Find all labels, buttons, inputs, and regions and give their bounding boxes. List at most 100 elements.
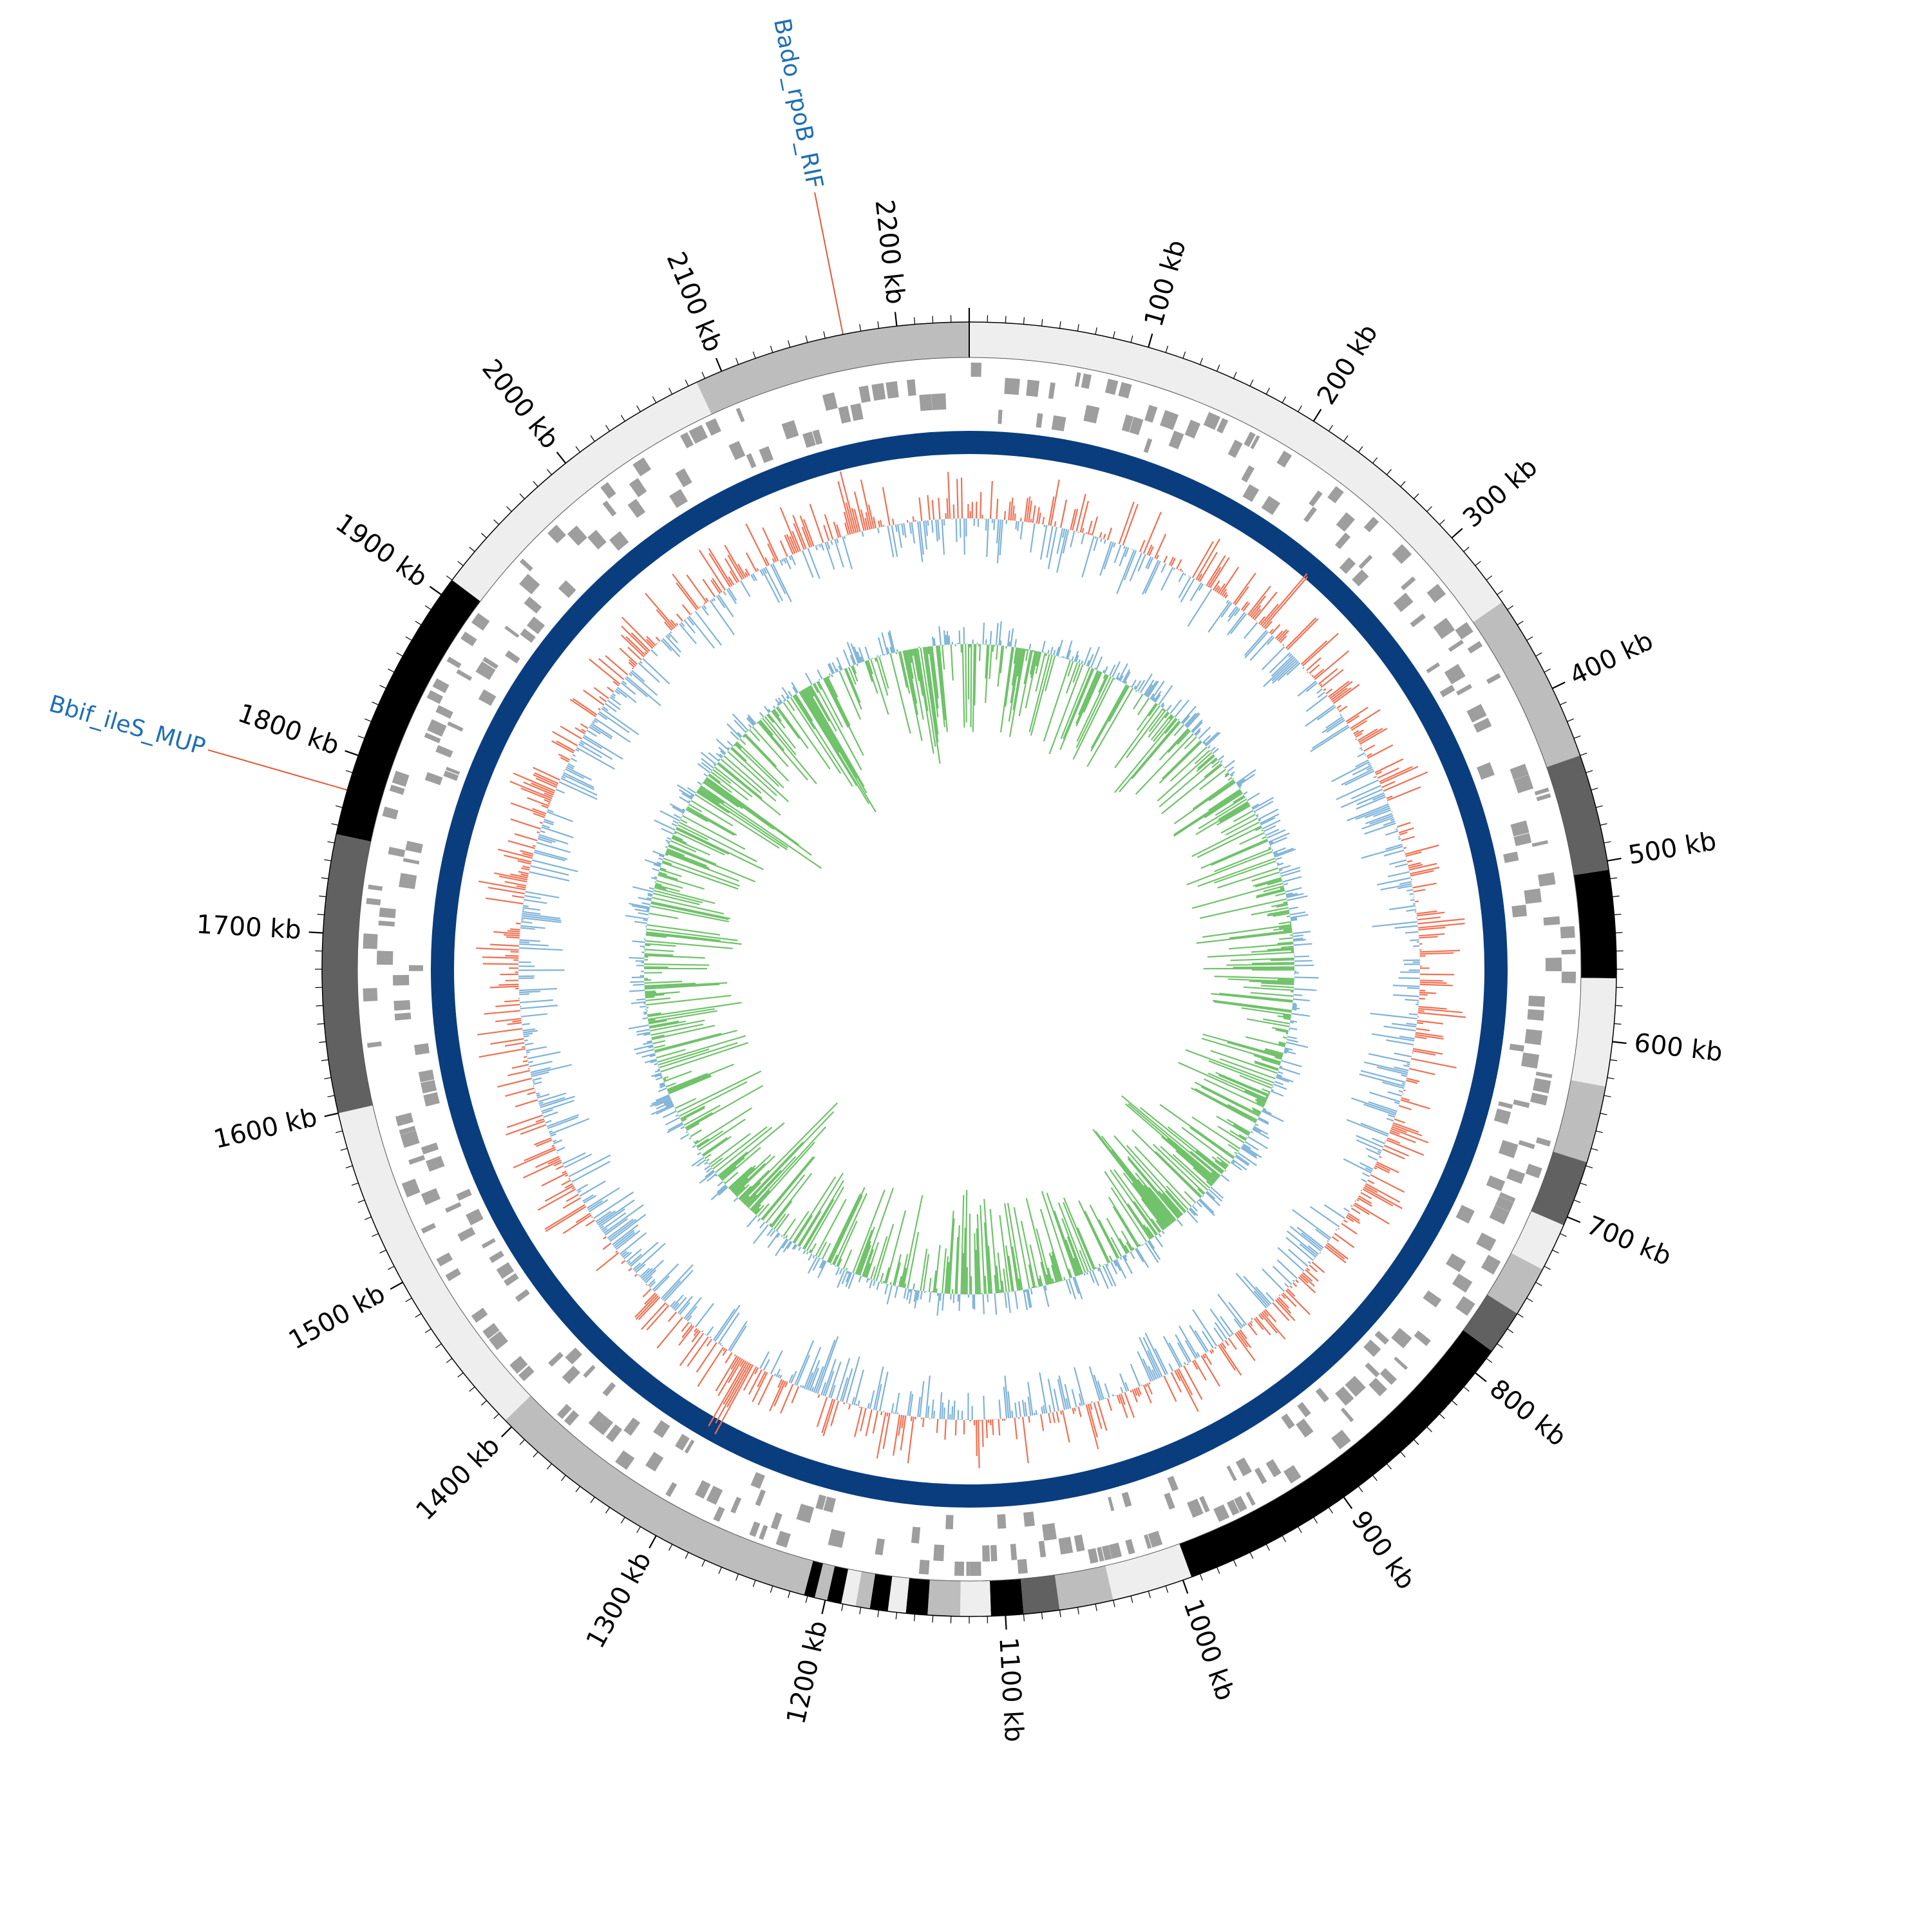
gene-feature: [408, 1155, 426, 1165]
minor-tick: [1165, 1586, 1169, 1593]
minor-tick: [1610, 1059, 1618, 1061]
gene-feature: [1477, 762, 1495, 780]
gene-feature: [394, 1012, 412, 1021]
minor-tick: [561, 1475, 566, 1481]
minor-tick: [685, 379, 689, 386]
minor-tick: [1517, 620, 1524, 625]
gene-feature: [456, 1188, 472, 1201]
minor-tick: [481, 1400, 488, 1406]
gene-feature: [1473, 717, 1492, 733]
gene-feature: [1187, 1499, 1204, 1518]
gene-feature: [421, 1079, 437, 1094]
minor-tick: [457, 561, 464, 566]
gene-feature: [990, 1545, 998, 1562]
minor-tick: [877, 321, 880, 328]
gene-feature: [466, 1208, 484, 1226]
gene-feature: [1336, 512, 1355, 532]
gene-feature: [705, 418, 722, 436]
minor-tick: [1507, 605, 1514, 611]
contig-ring: [322, 322, 1616, 1616]
gene-feature: [443, 770, 459, 781]
gene-feature: [966, 1561, 970, 1577]
minor-tick: [1130, 1595, 1133, 1603]
minor-tick: [1560, 701, 1567, 706]
gene-feature: [954, 1561, 965, 1576]
gene-feature: [1455, 621, 1473, 640]
minor-tick: [1328, 424, 1333, 431]
gene-feature: [509, 1356, 528, 1374]
gene-feature: [1074, 1534, 1085, 1552]
gene-feature: [850, 403, 864, 421]
gene-feature: [1097, 1546, 1104, 1562]
minor-tick: [605, 424, 611, 431]
minor-tick: [1041, 319, 1043, 327]
minor-tick: [1580, 752, 1587, 756]
minor-tick: [1573, 735, 1581, 739]
gene-feature: [421, 1142, 439, 1155]
gene-feature: [796, 1503, 815, 1523]
gene-feature: [919, 393, 933, 412]
tick-label: 1700 kb: [196, 910, 302, 945]
minor-tick: [1552, 1249, 1559, 1254]
gene-feature: [1493, 1108, 1511, 1125]
gene-feature: [1051, 415, 1066, 431]
gene-feature: [1309, 490, 1323, 507]
gene-feature: [368, 884, 383, 891]
gene-feature: [1129, 417, 1144, 435]
minor-tick: [1604, 1095, 1611, 1097]
gene-feature: [1513, 775, 1534, 793]
gene-feature: [423, 1092, 440, 1107]
gene-feature: [1439, 685, 1455, 697]
minor-tick: [788, 340, 791, 348]
minor-tick: [1059, 1610, 1061, 1618]
gene-feature: [1518, 1140, 1535, 1150]
minor-tick: [1517, 1313, 1524, 1318]
gene-feature: [602, 1382, 616, 1397]
marker-leader-line: [207, 749, 346, 791]
minor-tick: [1567, 718, 1574, 722]
minor-tick: [859, 1607, 862, 1615]
minor-tick: [1059, 321, 1061, 328]
minor-tick: [1265, 1544, 1270, 1551]
gene-feature: [426, 1155, 445, 1172]
gene-feature: [393, 974, 410, 986]
gene-feature: [1108, 1497, 1115, 1511]
gene-feature: [1513, 833, 1532, 846]
gene-feature: [1331, 1430, 1351, 1450]
gene-feature: [1226, 1465, 1237, 1482]
minor-tick: [365, 1217, 372, 1220]
gene-feature: [600, 482, 616, 499]
minor-tick: [575, 1486, 581, 1493]
minor-tick: [823, 331, 826, 339]
minor-tick: [1526, 636, 1533, 641]
gene-track: [363, 363, 1576, 1577]
minor-tick: [424, 605, 431, 611]
gene-feature: [1160, 410, 1179, 430]
gene-feature: [1101, 1545, 1112, 1561]
minor-tick: [1560, 1233, 1567, 1237]
contig-segment: [1020, 1575, 1060, 1615]
gene-feature: [482, 1323, 500, 1340]
gene-feature: [418, 1069, 435, 1083]
minor-tick: [575, 446, 581, 453]
minor-tick: [1580, 1182, 1587, 1186]
minor-tick: [1298, 1526, 1302, 1533]
gene-feature: [1365, 1362, 1380, 1378]
major-tick: [1148, 333, 1153, 348]
contig-segment: [696, 322, 969, 415]
gene-feature: [823, 1496, 837, 1513]
gene-feature: [749, 1521, 761, 1537]
minor-tick: [605, 1507, 611, 1514]
gene-feature: [382, 806, 399, 820]
gene-feature: [460, 631, 477, 647]
gene-feature: [665, 1482, 677, 1497]
gene-feature: [421, 1188, 441, 1206]
gene-feature: [587, 529, 607, 550]
gene-feature: [519, 558, 533, 572]
gene-feature: [504, 625, 520, 638]
gene-feature: [669, 489, 688, 508]
minor-tick: [914, 1614, 916, 1622]
gene-feature: [588, 1410, 605, 1428]
gene-feature: [1525, 1164, 1542, 1179]
